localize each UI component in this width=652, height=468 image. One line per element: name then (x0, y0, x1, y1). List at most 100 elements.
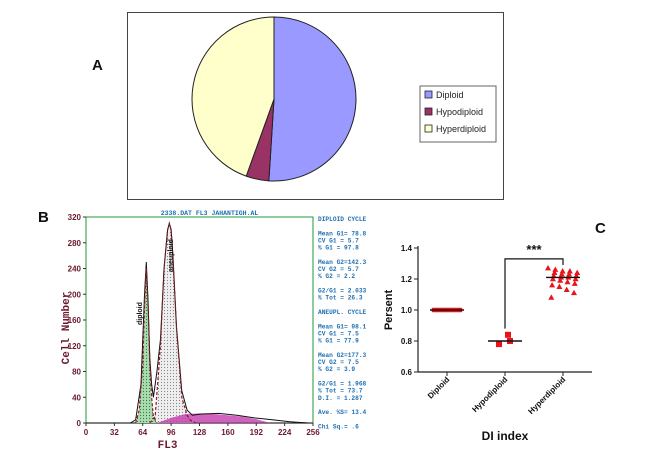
diploid-peak-area (135, 268, 157, 423)
peak-label-aneuploid: aneuploid (168, 239, 175, 272)
flow-stat-line: CV G2 = 5.7 (318, 266, 359, 273)
plot-title: 2338.DAT FL3 JAHANTIGH.AL (161, 210, 259, 217)
series-hyperdiploid (545, 264, 581, 300)
scatter-plot-panel: 0.6 0.8 1.0 1.2 1.4 Diploid Hypodiploid Hyperdi… (380, 210, 642, 460)
data-point (545, 264, 551, 271)
flow-stat-line: % G1 = 97.8 (318, 245, 359, 252)
flow-stat-line: Chi Sq.= .6 (318, 423, 359, 430)
panel-c-label: C (595, 220, 606, 237)
significance-bracket (504, 258, 564, 329)
data-point (563, 286, 570, 293)
flow-stat-line: % Tot = 26.3 (318, 295, 363, 302)
y-tick-label: 40 (72, 393, 81, 402)
diploid-fit-line (135, 268, 158, 424)
flow-stat-line: G2/G1 = 1.968 (318, 380, 367, 387)
x-tick-label: Hypodiploid (470, 375, 509, 414)
flow-stat-line: % G2 = 3.9 (318, 366, 355, 373)
flow-stat-line: Mean G2=177.3 (318, 352, 367, 359)
flow-stat-line: % G2 = 2.2 (318, 273, 355, 280)
y-tick-label: 240 (68, 265, 82, 274)
x-tick-label: Hyperdiploid (526, 375, 567, 416)
data-point (572, 275, 579, 282)
data-point (558, 271, 565, 277)
y-tick-label: 0.8 (401, 337, 413, 346)
y-tick-label: 0 (77, 419, 82, 428)
x-tick-label: 224 (278, 428, 292, 437)
legend-swatch-diploid (424, 90, 433, 99)
flow-stat-line: CV G1 = 7.5 (318, 330, 359, 337)
pie-slice-hyperdiploid (191, 16, 275, 177)
series-hypodiploid (488, 331, 522, 348)
flow-stat-line: DIPLOID CYCLE (318, 216, 367, 223)
legend-box (419, 85, 497, 143)
panel-a-label: A (92, 57, 103, 74)
x-tick-label: 128 (193, 428, 207, 437)
flow-stat-line: D.I. = 1.287 (318, 395, 363, 402)
data-point (552, 266, 559, 272)
x-tick-label: 96 (167, 428, 176, 437)
data-point (571, 289, 577, 296)
pie-chart-panel: Diploid Hypodiploid Hyperdiploid (127, 12, 504, 200)
data-point (551, 269, 558, 275)
y-tick-label: 0.6 (401, 368, 413, 377)
flow-stat-line: Mean G1= 98.1 (318, 323, 367, 330)
flow-stat-line: % Tot = 73.7 (318, 388, 363, 395)
pie-legend: Diploid Hypodiploid Hyperdiploid (419, 85, 497, 143)
flow-stat-line: CV G1 = 5.7 (318, 237, 359, 244)
data-point (557, 277, 564, 283)
data-point (574, 269, 581, 275)
flow-stat-line: ANEUPL. CYCLE (318, 309, 367, 316)
x-axis-title: DI index (482, 429, 529, 443)
x-axis-title: FL3 (158, 440, 178, 452)
data-point (548, 294, 555, 300)
x-tick-label: 256 (306, 428, 320, 437)
aneuploid-fit-line (149, 221, 197, 424)
s-phase-area (156, 413, 271, 423)
data-point (549, 282, 556, 288)
flow-stat-line: G2/G1 = 2.033 (318, 288, 367, 295)
y-tick-label: 280 (68, 239, 82, 248)
pie-slice-diploid (268, 16, 357, 182)
data-point (505, 331, 511, 338)
x-tick-label: 0 (84, 428, 89, 437)
data-point (559, 268, 566, 274)
flow-stat-line: CV G2 = 7.5 (318, 359, 359, 366)
flow-histogram: 0 40 80 120 160 200 240 280 320 0 32 64 96 128 160 192 2… (61, 210, 367, 452)
plot-frame (85, 216, 314, 424)
flow-histogram-panel: 0 40 80 120 160 200 240 280 320 0 32 64 96 128 160 192 2… (58, 207, 405, 460)
y-tick-label: 120 (68, 342, 82, 351)
y-tick-label: 80 (72, 368, 81, 377)
y-tick-label: 1.2 (401, 275, 413, 284)
legend-label-diploid: Diploid (436, 90, 464, 100)
legend-label-hyperdiploid: Hyperdiploid (436, 124, 486, 134)
y-axis-title: Persent (383, 289, 395, 330)
flow-stat-line: Mean G1= 78.8 (318, 230, 367, 237)
flow-stat-line: % G1 = 77.9 (318, 338, 359, 345)
y-tick-label: 1.0 (401, 306, 413, 315)
data-point (566, 271, 573, 277)
panel-b-label: B (38, 209, 49, 226)
x-tick-label: 64 (138, 428, 147, 437)
y-tick-label: 320 (68, 213, 82, 222)
legend-swatch-hypodiploid (424, 107, 433, 116)
y-axis-title: Cell Number (61, 292, 73, 365)
pie-chart: Diploid Hypodiploid Hyperdiploid (191, 16, 497, 182)
data-point (496, 341, 502, 348)
x-tick-label: 160 (221, 428, 235, 437)
aneuploid-peak-area (149, 223, 196, 423)
data-point (556, 283, 563, 289)
data-point (564, 278, 571, 285)
data-point (549, 275, 556, 282)
legend-label-hypodiploid: Hypodiploid (436, 107, 483, 117)
y-tick-label: 200 (68, 290, 82, 299)
y-tick-label: 1.4 (401, 244, 413, 253)
y-tick-label: 160 (68, 316, 82, 325)
x-tick-label: 32 (110, 428, 119, 437)
flow-stat-line: Mean G2=142.3 (318, 259, 367, 266)
legend-swatch-hyperdiploid (424, 124, 433, 133)
significance-label: *** (526, 242, 542, 257)
peak-label-diploid: diploid (137, 302, 144, 325)
scatter-plot: 0.6 0.8 1.0 1.2 1.4 Diploid Hypodiploid Hyperdi… (383, 242, 592, 443)
series-diploid (430, 307, 464, 313)
